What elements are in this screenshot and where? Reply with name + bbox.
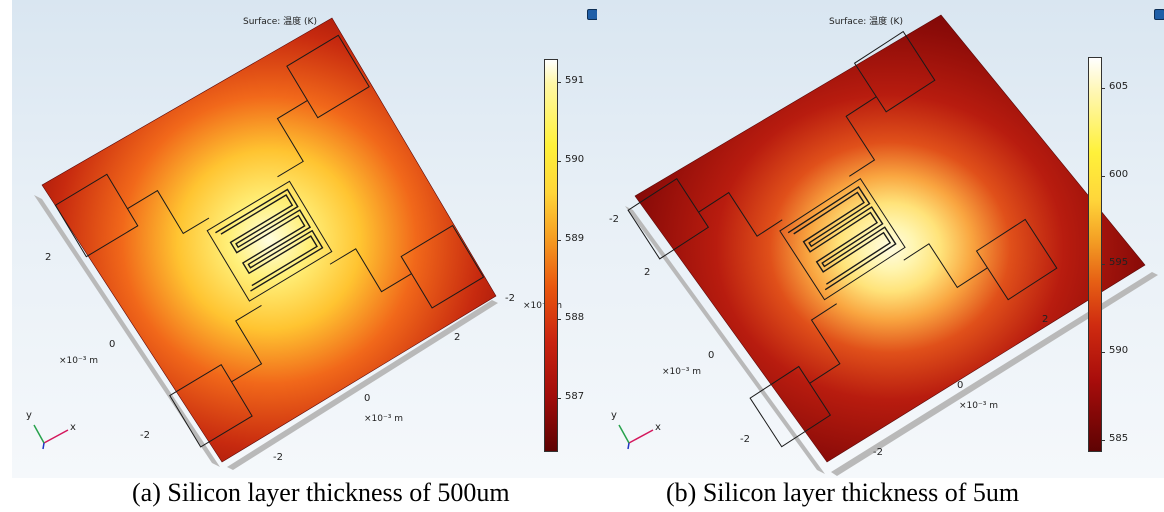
pad-top-right — [853, 30, 936, 113]
pad-bottom-right — [400, 224, 485, 309]
axis-unit: ×10⁻³ m — [662, 367, 701, 377]
plate-edge-bottom — [227, 300, 498, 470]
axis-tick: -2 — [140, 430, 150, 441]
trace-bl — [809, 303, 841, 384]
trace-tl — [698, 191, 783, 237]
colorbar-tick-label: 588 — [565, 312, 585, 323]
colorbar-tick-label: 590 — [1109, 345, 1129, 356]
colorbar-tick — [1101, 176, 1105, 177]
plate-edge-bottom — [831, 272, 1158, 476]
plot-title: Surface: 温度 (K) — [829, 17, 903, 27]
axis-tick: -2 — [609, 214, 619, 225]
plate-edge-left — [34, 195, 220, 467]
axis-unit: ×10⁻³ m — [59, 356, 98, 366]
plot-panel-a: Surface: 温度 (K) — [12, 0, 597, 478]
axis-unit: ×10⁻³ m — [364, 414, 403, 424]
colorbar-tick — [1101, 264, 1105, 265]
colorbar-tick — [1101, 88, 1105, 89]
window-icon[interactable] — [1154, 9, 1164, 20]
trace-tl — [127, 189, 210, 235]
colorbar-tick-label: 590 — [565, 154, 585, 165]
caption-a: (a) Silicon layer thickness of 500um — [132, 478, 510, 507]
plot-title: Surface: 温度 (K) — [243, 17, 317, 27]
pad-top-left — [54, 173, 139, 258]
triad-y-label: y — [611, 410, 617, 421]
colorbar-tick — [557, 398, 561, 399]
temperature-surface-a: 2 0 ×10⁻³ m -2 -2 0 ×10⁻³ m 2 -2 ×10⁻³ m… — [26, 17, 562, 470]
caption-b: (b) Silicon layer thickness of 5um — [666, 478, 1020, 507]
triad-x-label: x — [70, 422, 76, 433]
window-icon[interactable] — [587, 9, 597, 20]
colorbar-tick — [1101, 352, 1105, 353]
colorbar-tick-label: 591 — [565, 75, 585, 86]
axis-triad: x y — [26, 410, 76, 450]
axis-tick: -2 — [740, 434, 750, 445]
triad-x-label: x — [655, 422, 661, 433]
colorbar-tick-label: 600 — [1109, 169, 1129, 180]
colorbar-tick — [557, 161, 561, 162]
axis-unit: ×10⁻³ m — [523, 301, 562, 311]
colorbar-tick — [557, 319, 561, 320]
pad-top-left — [627, 177, 710, 260]
trace-tr — [845, 96, 877, 177]
pad-bottom-left — [169, 363, 253, 448]
colorbar-tick-label: 587 — [565, 391, 585, 402]
heater-serpentine — [215, 188, 324, 292]
axis-tick: 2 — [1042, 314, 1048, 325]
plate-surface-b — [634, 14, 1146, 463]
trace-bl — [231, 305, 263, 383]
colorbar-b — [1088, 57, 1102, 452]
triad-y-label: y — [26, 410, 32, 421]
trace-tr — [276, 100, 308, 178]
axis-unit: ×10⁻³ m — [959, 401, 998, 411]
axis-tick: 0 — [364, 393, 370, 404]
axis-triad: x y — [611, 410, 661, 450]
heater-frame — [779, 177, 906, 301]
colorbar-tick-label: 585 — [1109, 433, 1129, 444]
pad-bottom-left — [749, 365, 832, 448]
axis-tick: 0 — [109, 339, 115, 350]
axis-tick: 2 — [454, 332, 460, 343]
colorbar-tick-label: 589 — [565, 233, 585, 244]
plate-edge-left — [625, 206, 825, 474]
axis-tick: 0 — [957, 380, 963, 391]
colorbar-a — [544, 59, 558, 452]
plate-surface-a — [41, 17, 497, 463]
axis-tick: 2 — [644, 267, 650, 278]
heater-frame — [206, 180, 333, 302]
axis-tick: 2 — [45, 252, 51, 263]
trace-br — [329, 248, 412, 293]
axis-tick: -2 — [873, 447, 883, 458]
colorbar-tick-label: 595 — [1109, 257, 1129, 268]
pad-top-right — [286, 34, 370, 119]
pad-bottom-right — [975, 218, 1058, 301]
colorbar-tick — [557, 82, 561, 83]
heater-pattern-b — [627, 30, 1058, 448]
colorbar-tick — [557, 240, 561, 241]
heater-serpentine — [787, 185, 897, 291]
trace-br — [903, 243, 988, 289]
heater-pattern-a — [54, 34, 485, 448]
colorbar-tick-label: 605 — [1109, 81, 1129, 92]
axis-tick: -2 — [505, 293, 515, 304]
plot-panel-b: Surface: 温度 (K) — [597, 0, 1164, 478]
colorbar-tick — [1101, 440, 1105, 441]
temperature-surface-b: -2 2 0 ×10⁻³ m -2 -2 0 ×10⁻³ m 2 x y — [609, 14, 1158, 476]
axis-tick: 0 — [708, 350, 714, 361]
axis-tick: -2 — [273, 452, 283, 463]
